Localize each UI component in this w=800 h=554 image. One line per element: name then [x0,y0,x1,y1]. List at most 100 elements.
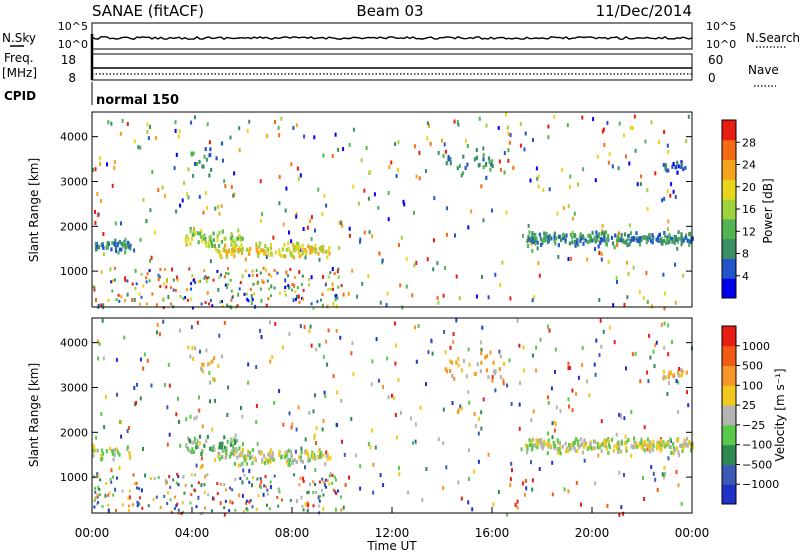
echo-cell [674,300,677,305]
echo-cell [651,448,654,453]
echo-cell [586,379,589,384]
echo-cell [154,230,157,235]
echo-cell [336,390,339,395]
echo-cell [427,350,430,355]
echo-cell [191,346,194,350]
echo-cell [285,186,288,191]
echo-cell [528,438,531,443]
echo-cell [310,302,313,306]
echo-cell [591,238,594,243]
echo-cell [227,267,230,271]
echo-cell [663,233,666,238]
echo-cell [274,120,276,124]
echo-cell [332,488,335,492]
colorbar-tick-label: 1000 [742,340,770,353]
echo-cell [477,459,480,464]
echo-cell [570,256,573,261]
echo-cell [581,363,584,367]
echo-cell [588,234,591,239]
echo-cell [126,445,129,450]
y-tick-label: 3000 [60,175,88,188]
echo-cell [666,238,669,243]
echo-cell [159,285,162,288]
echo-cell [553,235,556,240]
echo-cell [524,131,527,136]
echo-cell [375,337,378,342]
echo-cell [111,183,114,188]
echo-cell [212,231,215,236]
echo-cell [494,272,497,277]
echo-cell [367,196,370,201]
echo-cell [170,286,172,289]
echo-cell [174,128,177,133]
echo-cell [255,242,258,247]
echo-cell [630,453,633,458]
echo-cell [238,493,241,498]
echo-cell [534,241,537,246]
echo-cell [212,444,216,449]
echo-cell [677,370,680,375]
echo-cell [546,235,550,240]
echo-cell [485,123,488,128]
echo-cell [593,362,596,367]
echo-cell [243,473,246,477]
echo-cell [185,192,188,196]
echo-cell [642,441,645,446]
echo-cell [666,391,669,396]
echo-cell [113,242,117,247]
echo-cell [164,383,166,387]
echo-cell [323,193,326,198]
echo-cell [201,424,204,429]
station-title: SANAE (fitACF) [92,2,204,20]
echo-cell [507,148,510,153]
echo-cell [601,129,604,134]
echo-cell [475,156,478,161]
echo-cell [519,381,522,385]
echo-cell [601,231,604,236]
echo-cell [605,446,608,451]
echo-cell [179,443,182,448]
echo-cell [280,116,283,121]
echo-cell [605,242,608,247]
echo-cell [185,288,188,292]
echo-cell [337,285,340,289]
echo-cell [453,376,456,381]
echo-cell [137,145,140,150]
echo-cell [325,450,328,455]
echo-cell [569,366,571,370]
echo-cell [104,493,107,498]
echo-cell [455,318,458,323]
echo-cell [201,464,204,469]
echo-cell [681,449,684,454]
echo-cell [377,205,380,210]
echo-cell [219,445,222,450]
echo-cell [468,362,471,367]
echo-cell [464,138,467,143]
echo-cell [645,240,648,245]
echo-cell [682,273,685,278]
echo-cell [226,286,228,290]
echo-cell [296,294,298,299]
echo-cell [219,300,222,304]
echo-cell [442,486,445,490]
echo-cell [249,456,252,461]
echo-cell [328,275,331,279]
echo-cell [190,484,193,488]
echo-cell [255,365,258,369]
echo-cell [267,253,270,258]
echo-cell [561,167,564,172]
echo-cell [163,282,166,286]
echo-cell [193,488,196,492]
echo-cell [96,213,99,218]
echo-cell [326,255,329,260]
echo-cell [569,232,573,237]
echo-cell [287,448,291,453]
echo-cell [643,425,646,430]
echo-cell [467,347,470,352]
echo-cell [255,403,258,408]
echo-cell [167,491,169,495]
colorbar-swatch [722,385,736,406]
echo-cell [656,238,659,243]
echo-cell [571,235,574,240]
echo-cell [295,460,298,465]
